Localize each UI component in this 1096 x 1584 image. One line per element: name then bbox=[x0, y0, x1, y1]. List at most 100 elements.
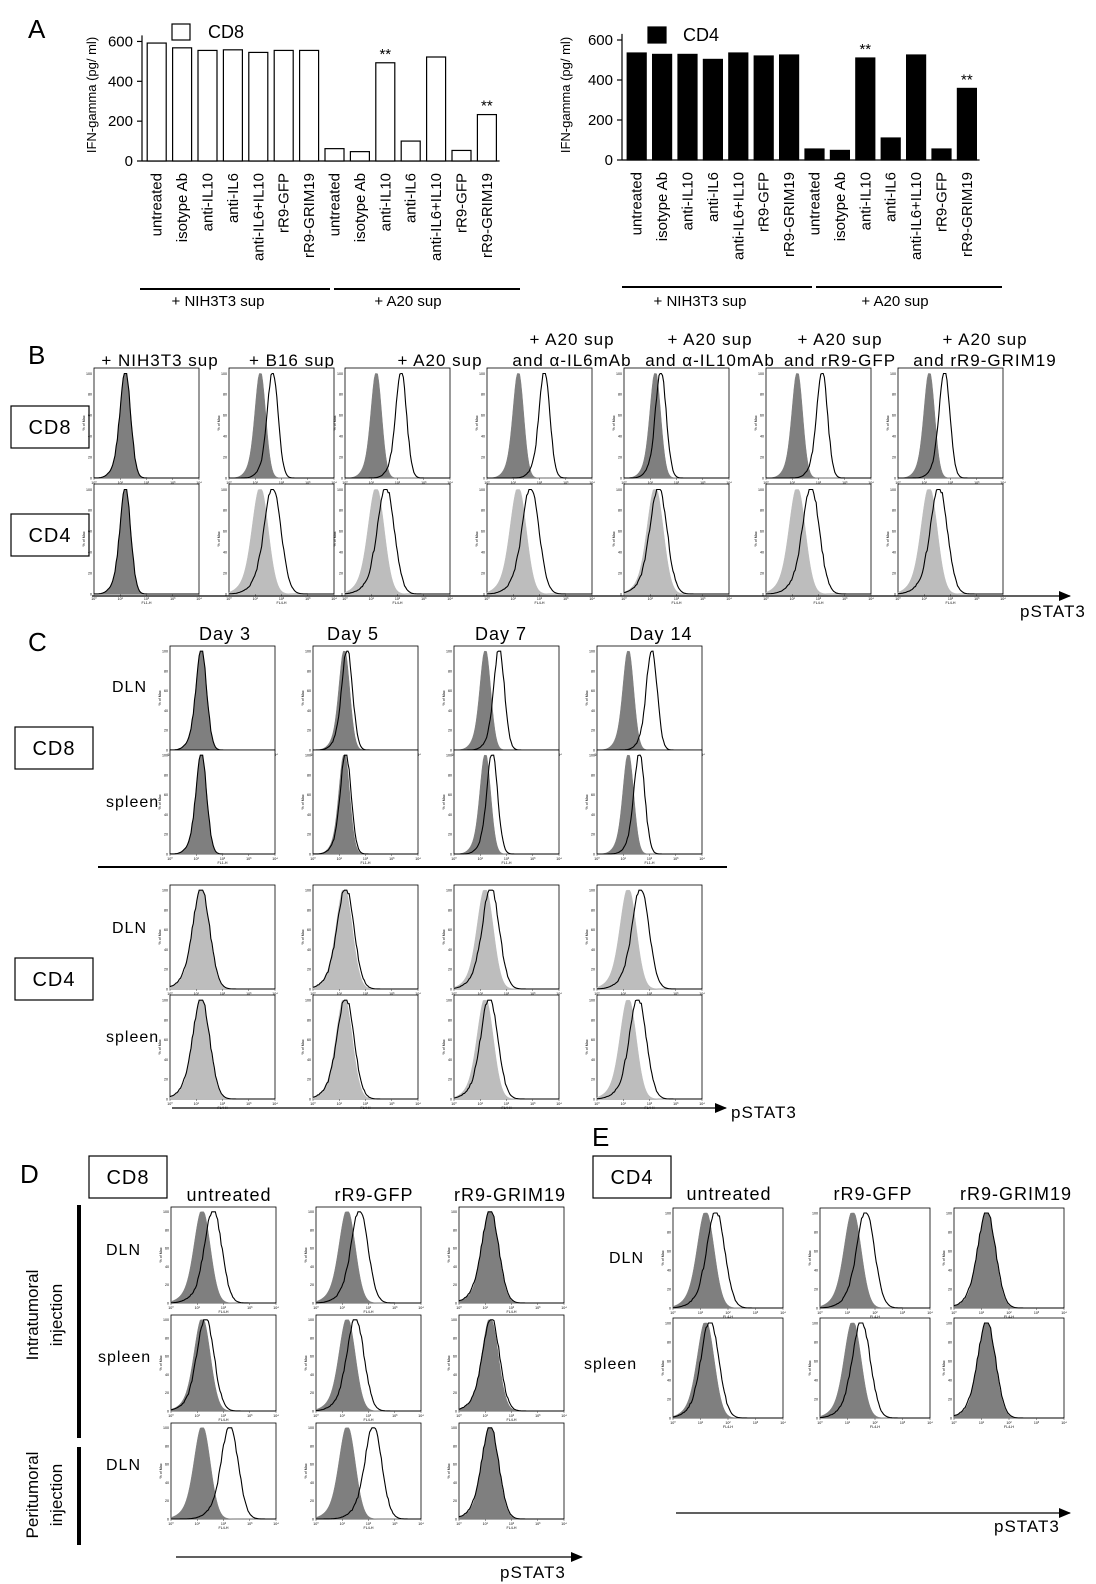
sample-histogram bbox=[766, 372, 871, 479]
histogram-ytick-label: 20 bbox=[448, 968, 452, 972]
histogram-ytick-label: 100 bbox=[446, 754, 452, 758]
histogram-xtick-label: 10¹ bbox=[478, 857, 484, 861]
histogram-ytick-label: 20 bbox=[591, 729, 595, 733]
histogram-ytick-label: 20 bbox=[310, 1499, 314, 1503]
histogram-c-cd8-spleen: 10⁰ 10¹ 10² 10³ 10⁴ 0 20 40 60 80 100 FL1-H % of Max bbox=[158, 749, 278, 865]
panel-d-treatment-label: rR9-GRIM19 bbox=[454, 1185, 566, 1205]
histogram-xlabel: FL4-H bbox=[723, 1425, 733, 1429]
histogram-xtick-label: 10³ bbox=[389, 992, 395, 996]
histogram-xtick-label: 10⁰ bbox=[310, 992, 316, 996]
histogram-ytick-label: 40 bbox=[164, 1058, 168, 1062]
histogram-xtick-label: 10¹ bbox=[483, 1522, 489, 1526]
histogram-ytick-label: 20 bbox=[618, 455, 622, 459]
panel-e-label: CD4 bbox=[610, 1167, 653, 1189]
chart-cd4-category-label: rR9-GRIM19 bbox=[781, 172, 798, 257]
histogram-ylabel: % of Max bbox=[158, 1039, 162, 1054]
histogram-xtick-label: 10² bbox=[537, 597, 543, 601]
chart-cd8-bar bbox=[426, 56, 447, 162]
panel-c-day-label: Day 7 bbox=[475, 624, 527, 644]
panel-d-label-box bbox=[88, 1155, 168, 1199]
histogram-xlabel: FL4-H bbox=[219, 1418, 229, 1422]
histogram-ytick-label: 60 bbox=[591, 793, 595, 797]
histogram-ytick-label: 80 bbox=[448, 773, 452, 777]
histogram-xtick-label: 10² bbox=[674, 597, 680, 601]
sample-histogram bbox=[312, 754, 418, 855]
histogram-xtick-label: 10¹ bbox=[337, 992, 343, 996]
histogram-xtick-label: 10⁰ bbox=[168, 1522, 174, 1526]
histogram-xtick-label: 10⁰ bbox=[167, 1102, 173, 1106]
histogram-xtick-label: 10⁰ bbox=[313, 1522, 319, 1526]
histogram-ytick-label: 60 bbox=[760, 530, 764, 534]
histogram-ytick-label: 60 bbox=[667, 1249, 671, 1253]
histogram-xtick-label: 10⁰ bbox=[670, 1311, 676, 1315]
histogram-ytick-label: 40 bbox=[307, 709, 311, 713]
histogram-ytick-label: 80 bbox=[339, 393, 343, 397]
histogram-ytick-label: 60 bbox=[165, 1355, 169, 1359]
histogram-ytick-label: 0 bbox=[455, 1301, 457, 1305]
histogram-frame bbox=[93, 483, 200, 595]
sample-histogram bbox=[898, 372, 1003, 479]
histogram-ytick-label: 80 bbox=[223, 509, 227, 513]
chart-cd8-category-label: anti-IL6+IL10 bbox=[428, 173, 445, 261]
histogram-xtick-label: 10² bbox=[1006, 1421, 1012, 1425]
panel-b-condition-label: + A20 sup bbox=[529, 330, 614, 349]
chart-cd4-group-label-1: + NIH3T3 sup bbox=[654, 293, 747, 310]
histogram-ylabel: % of Max bbox=[301, 794, 305, 809]
histogram-ytick-label: 20 bbox=[339, 571, 343, 575]
histogram-ytick-label: 100 bbox=[451, 1210, 457, 1214]
histogram-ytick-label: 40 bbox=[667, 1378, 671, 1382]
sample-histogram bbox=[93, 488, 199, 595]
histogram-ytick-label: 80 bbox=[453, 1336, 457, 1340]
chart-cd8-category-label: untreated bbox=[327, 173, 344, 236]
panel-e-pstat3-axis-label: pSTAT3 bbox=[994, 1517, 1060, 1536]
histogram-xtick-label: 10⁴ bbox=[927, 1421, 933, 1425]
histogram-xtick-label: 10⁰ bbox=[594, 857, 600, 861]
histogram-xtick-label: 10⁰ bbox=[310, 1102, 316, 1106]
histogram-ylabel: % of Max bbox=[612, 531, 616, 546]
sample-histogram bbox=[819, 1212, 930, 1309]
panel-b-row-label-cd4: CD4 bbox=[28, 525, 71, 547]
histogram-xtick-label: 10¹ bbox=[118, 597, 124, 601]
histogram-xtick-label: 10¹ bbox=[648, 481, 654, 485]
sample-histogram bbox=[345, 372, 450, 479]
histogram-ytick-label: 60 bbox=[760, 414, 764, 418]
histogram-ytick-label: 40 bbox=[948, 1268, 952, 1272]
histogram-xtick-label: 10² bbox=[509, 1414, 515, 1418]
panel-c-histograms: 10⁰ 10¹ 10² 10³ 10⁴ 0 20 40 60 80 100 FL1-H % of Max… bbox=[158, 645, 705, 1110]
panel-b-condition-label: + A20 sup bbox=[942, 330, 1027, 349]
panel-b-conditions: + NIH3T3 sup + B16 sup + A20 sup + A20 sup a… bbox=[101, 330, 1055, 370]
histogram-ytick-label: 60 bbox=[164, 689, 168, 693]
panel-e-treatment-label: rR9-GFP bbox=[834, 1184, 913, 1204]
histogram-ytick-label: 40 bbox=[481, 435, 485, 439]
histogram-xtick-label: 10¹ bbox=[253, 481, 259, 485]
histogram-xtick-label: 10³ bbox=[842, 597, 848, 601]
histogram-ytick-label: 0 bbox=[309, 852, 311, 856]
histogram-frame bbox=[93, 367, 200, 479]
histogram-ytick-label: 40 bbox=[88, 551, 92, 555]
histogram-xtick-label: 10⁰ bbox=[91, 481, 97, 485]
histogram-ytick-label: 0 bbox=[450, 987, 452, 991]
panel-c-group-box-cd4 bbox=[14, 957, 94, 1001]
histogram-xlabel: FL4-H bbox=[364, 1526, 374, 1530]
histogram-ytick-label: 80 bbox=[88, 393, 92, 397]
chart-cd8-category-label: isotype Ab bbox=[352, 173, 369, 242]
histogram-ytick-label: 80 bbox=[310, 1228, 314, 1232]
chart-cd8-legend-swatch bbox=[171, 23, 191, 41]
histogram-frame bbox=[596, 994, 703, 1100]
histogram-ytick-label: 0 bbox=[816, 1306, 818, 1310]
histogram-ytick-label: 60 bbox=[165, 1463, 169, 1467]
histogram-xlabel: FL4-H bbox=[814, 601, 824, 605]
histogram-ylabel: % of Max bbox=[304, 1463, 308, 1478]
sample-histogram bbox=[453, 889, 559, 990]
histogram-ytick-label: 60 bbox=[892, 414, 896, 418]
histogram-xtick-label: 10² bbox=[504, 992, 510, 996]
histogram-frame bbox=[623, 367, 730, 479]
histogram-ytick-label: 20 bbox=[453, 1391, 457, 1395]
histogram-ytick-label: 80 bbox=[165, 1228, 169, 1232]
histogram-ytick-label: 40 bbox=[310, 1265, 314, 1269]
panel-b-row-label-box-cd4 bbox=[10, 513, 90, 557]
histogram-xtick-label: 10⁴ bbox=[331, 597, 337, 601]
histogram-xtick-label: 10¹ bbox=[337, 1102, 343, 1106]
histogram-ytick-label: 100 bbox=[758, 372, 764, 376]
